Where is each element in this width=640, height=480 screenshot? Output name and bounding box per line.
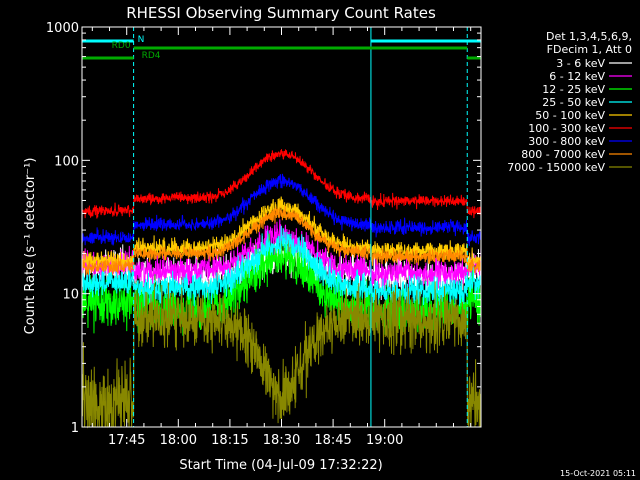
series-line [81, 281, 482, 429]
series-line [81, 225, 482, 311]
x-tick-label: 17:45 [108, 433, 145, 448]
x-axis-label: Start Time (04-Jul-09 17:32:22) [179, 458, 382, 473]
legend-header: FDecim 1, Att 0 [547, 43, 632, 56]
plot-area: N RD0 RD4 [81, 27, 482, 429]
series-3 [81, 225, 482, 311]
legend-label: 3 - 6 keV [556, 57, 605, 70]
series-6 [81, 173, 482, 246]
series-4 [81, 196, 482, 272]
series-line [81, 149, 482, 219]
legend-label: 300 - 800 keV [528, 135, 605, 148]
flag-label: N [138, 35, 145, 45]
flag-label: RD4 [142, 51, 161, 61]
x-tick-label: 18:45 [314, 433, 351, 448]
legend-label: 100 - 300 keV [528, 122, 605, 135]
y-axis-label: Count Rate (s⁻¹ detector⁻¹) [23, 158, 38, 335]
legend-label: 25 - 50 keV [542, 96, 605, 109]
x-tick-label: 18:30 [263, 433, 300, 448]
series-line [81, 173, 482, 246]
y-tick-label: 1000 [46, 21, 79, 36]
series-5 [81, 149, 482, 219]
footer-timestamp: 15-Oct-2021 05:11 [560, 469, 636, 478]
legend-label: 800 - 7000 keV [521, 148, 605, 161]
chart-title: RHESSI Observing Summary Count Rates [126, 4, 436, 22]
legend-label: 7000 - 15000 keV [507, 161, 605, 174]
legend-header: Det 1,3,4,5,6,9, [546, 30, 632, 43]
legend-label: 12 - 25 keV [542, 83, 605, 96]
axes: 17:45 18:00 18:15 18:30 18:45 19:00 1 10 100 1000 [46, 21, 481, 448]
x-tick-label: 18:15 [211, 433, 248, 448]
series-7 [81, 206, 482, 276]
y-tick-label: 100 [54, 154, 79, 169]
legend: Det 1,3,4,5,6,9,FDecim 1, Att 03 - 6 keV… [507, 30, 632, 174]
series-line [81, 206, 482, 276]
x-tick-label: 19:00 [366, 433, 403, 448]
series-line [81, 196, 482, 272]
flag-label: RD0 [112, 41, 131, 51]
y-tick-label: 10 [62, 288, 79, 303]
y-tick-label: 1 [71, 421, 79, 436]
legend-label: 6 - 12 keV [549, 70, 605, 83]
legend-label: 50 - 100 keV [535, 109, 605, 122]
x-tick-label: 18:00 [160, 433, 197, 448]
series-8 [81, 281, 482, 429]
